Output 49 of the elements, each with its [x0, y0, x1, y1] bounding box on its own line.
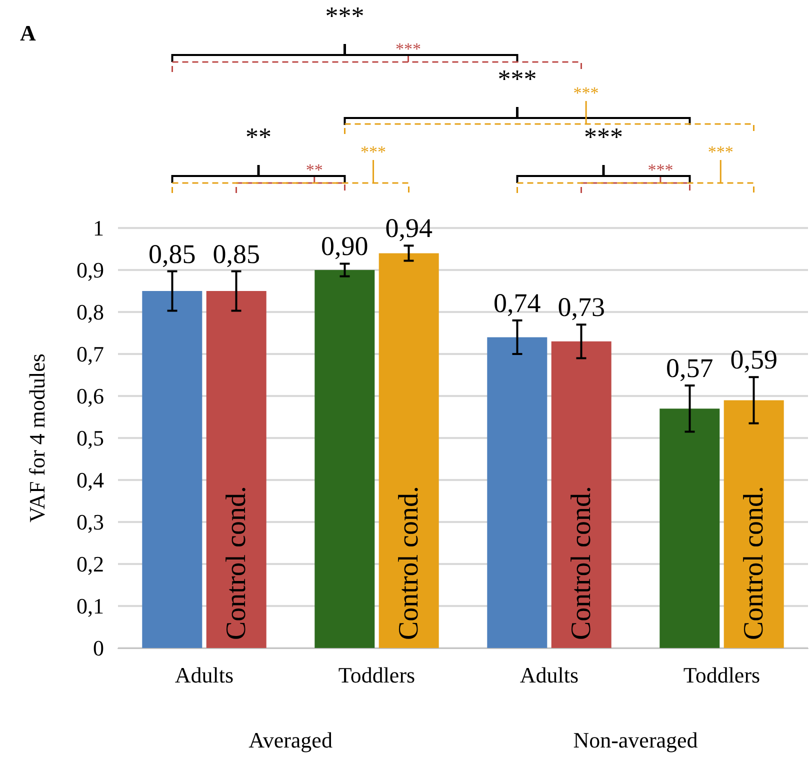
y-tick-label: 0 [93, 636, 104, 660]
x-tick-label: Adults [174, 662, 234, 688]
text: *** [498, 64, 537, 94]
data-label: 0,59 [730, 344, 778, 375]
y-tick-label: 1 [93, 216, 104, 240]
data-label: 0,94 [385, 213, 433, 244]
series-label: Control cond. [220, 486, 252, 640]
text: *** [325, 2, 364, 30]
bar [142, 291, 202, 648]
bar [206, 291, 266, 648]
bar [551, 341, 612, 648]
y-tick-label: 0,1 [76, 594, 104, 618]
data-label: 0,74 [494, 288, 542, 318]
data-label: 0,85 [148, 238, 196, 269]
y-axis-title: VAF for 4 modules [24, 354, 50, 522]
data-label: 0,73 [558, 292, 605, 322]
bar [660, 408, 720, 648]
bar [487, 337, 548, 648]
bar [378, 253, 439, 648]
data-label: 0,57 [666, 353, 714, 383]
text: *** [584, 122, 623, 152]
x-tick-label: Toddlers [683, 662, 760, 688]
y-tick-label: 0,4 [76, 468, 104, 492]
text: *** [648, 160, 674, 180]
y-tick-label: 0,5 [76, 426, 104, 450]
text: ** [246, 122, 272, 152]
text: Non-averaged [573, 728, 698, 752]
text: Control cond. [393, 486, 424, 640]
text: Control cond. [566, 486, 597, 640]
data-label: 0,85 [212, 238, 260, 269]
y-tick-label: 0,2 [76, 552, 104, 576]
data-label: 0,90 [321, 231, 368, 262]
text: *** [395, 40, 421, 58]
text: Control cond. [738, 486, 770, 640]
text: ** [306, 160, 323, 180]
y-tick-label: 0,8 [76, 300, 104, 324]
text: *** [360, 142, 386, 162]
text: *** [708, 142, 734, 162]
y-tick-label: 0,7 [76, 342, 104, 366]
y-tick-label: 0,9 [76, 258, 104, 282]
text: A [20, 20, 36, 46]
y-tick-label: 0,6 [76, 384, 104, 408]
x-tick-label: Adults [520, 662, 579, 688]
bar [314, 270, 375, 648]
x-tick-label: Toddlers [338, 662, 416, 688]
text: *** [573, 84, 599, 102]
y-tick-label: 0,3 [76, 510, 104, 534]
bar [724, 400, 784, 648]
text: Averaged [248, 728, 332, 752]
